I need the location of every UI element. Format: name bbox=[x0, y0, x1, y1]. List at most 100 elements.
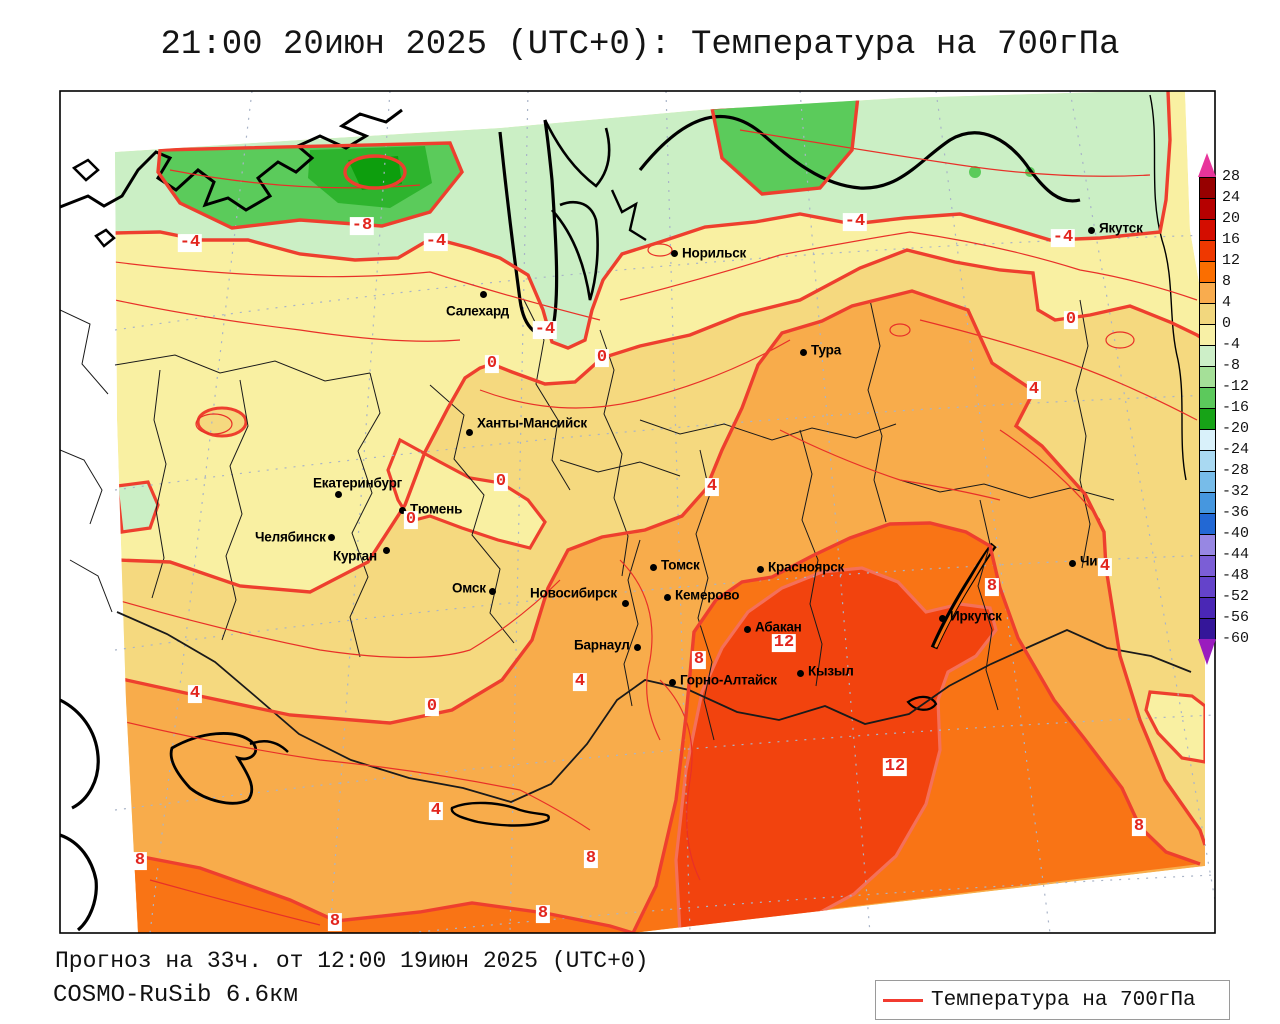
colorbar-tick: -56 bbox=[1222, 609, 1250, 626]
city-label: Барнаул bbox=[574, 637, 630, 653]
colorbar-band bbox=[1199, 597, 1216, 619]
contour-label: -4 bbox=[532, 320, 558, 340]
city-label: Красноярск bbox=[768, 559, 845, 575]
colorbar-tick: 20 bbox=[1222, 210, 1241, 227]
colorbar-tick: -4 bbox=[1222, 336, 1241, 353]
contour-label: 4 bbox=[704, 477, 720, 497]
city-label: Челябинск bbox=[255, 529, 326, 545]
city-label: Тюмень bbox=[410, 501, 463, 517]
city-dot bbox=[938, 614, 946, 622]
colorbar-band bbox=[1199, 618, 1216, 640]
page-title: 21:00 20июн 2025 (UTC+0): Температура на… bbox=[160, 26, 1120, 64]
colorbar-band bbox=[1199, 513, 1216, 535]
city-label: Курган bbox=[333, 548, 377, 564]
city-dot bbox=[756, 565, 764, 573]
colorbar-band bbox=[1199, 345, 1216, 367]
colorbar-tick: -48 bbox=[1222, 567, 1250, 584]
colorbar-band bbox=[1199, 387, 1216, 409]
colorbar-band bbox=[1199, 429, 1216, 451]
colorbar-tick: -44 bbox=[1222, 546, 1250, 563]
city-label: Ханты-Мансийск bbox=[477, 415, 587, 431]
city-dot bbox=[488, 587, 496, 595]
contour-label: -4 bbox=[423, 232, 449, 252]
colorbar-tick: -32 bbox=[1222, 483, 1250, 500]
colorbar-band bbox=[1199, 492, 1216, 514]
colorbar-tick: 28 bbox=[1222, 168, 1241, 185]
contour-label: -8 bbox=[349, 216, 375, 236]
colorbar-arrow-down bbox=[1198, 639, 1216, 665]
contour-label: 8 bbox=[327, 912, 343, 932]
contour-label: 4 bbox=[428, 801, 444, 821]
colorbar-band bbox=[1199, 303, 1216, 325]
city-dot bbox=[670, 249, 678, 257]
city-dot bbox=[633, 643, 641, 651]
city-label: Новосибирск bbox=[530, 585, 617, 601]
contour-label: 0 bbox=[424, 697, 440, 717]
graticule bbox=[114, 91, 1215, 933]
colorbar-tick: -36 bbox=[1222, 504, 1250, 521]
colorbar-band bbox=[1199, 177, 1216, 199]
city-label: Тура bbox=[811, 342, 842, 358]
city-label: Томск bbox=[661, 557, 700, 573]
city-dot bbox=[799, 348, 807, 356]
contour-label: 12 bbox=[882, 757, 908, 777]
contour-label: 0 bbox=[493, 472, 509, 492]
city-label: Кызыл bbox=[808, 663, 854, 679]
colorbar-band bbox=[1199, 198, 1216, 220]
temperature-bands bbox=[115, 91, 1205, 933]
city-label: Горно-Алтайск bbox=[680, 672, 777, 688]
colorbar-tick: 0 bbox=[1222, 315, 1232, 332]
contour-label: 12 bbox=[771, 633, 797, 653]
city-dot bbox=[668, 678, 676, 686]
colorbar-tick: 16 bbox=[1222, 231, 1241, 248]
contour-label: 8 bbox=[583, 849, 599, 869]
city-label: Омск bbox=[452, 580, 486, 596]
legend-box: Температура на 700гПа bbox=[875, 980, 1230, 1020]
colorbar-band bbox=[1199, 366, 1216, 388]
city-label: Абакан bbox=[755, 619, 802, 635]
contour-label: -4 bbox=[842, 212, 868, 232]
city-dot bbox=[382, 546, 390, 554]
colorbar-band bbox=[1199, 324, 1216, 346]
contour-label: 4 bbox=[1026, 380, 1042, 400]
city-dot bbox=[465, 428, 473, 436]
colorbar-band bbox=[1199, 282, 1216, 304]
colorbar-tick: -12 bbox=[1222, 378, 1250, 395]
city-dot bbox=[1068, 559, 1076, 567]
colorbar-tick: -8 bbox=[1222, 357, 1241, 374]
colorbar-band bbox=[1199, 471, 1216, 493]
city-label: Иркутск bbox=[950, 608, 1002, 624]
colorbar-band bbox=[1199, 408, 1216, 430]
colorbar-tick: -20 bbox=[1222, 420, 1250, 437]
city-label: Норильск bbox=[682, 245, 747, 261]
colorbar-tick: -60 bbox=[1222, 630, 1250, 647]
colorbar-band bbox=[1199, 576, 1216, 598]
colorbar-band bbox=[1199, 261, 1216, 283]
colorbar-tick: 4 bbox=[1222, 294, 1232, 311]
contour-label: 0 bbox=[484, 354, 500, 374]
city-label: Екатеринбург bbox=[313, 475, 403, 491]
city-dot bbox=[621, 599, 629, 607]
city-label: Якутск bbox=[1099, 220, 1143, 236]
contour-label: 4 bbox=[187, 684, 203, 704]
legend-line-sample bbox=[883, 998, 923, 1002]
colorbar-band bbox=[1199, 534, 1216, 556]
colorbar-tick: 24 bbox=[1222, 189, 1241, 206]
colorbar-band bbox=[1199, 240, 1216, 262]
colorbar-tick: 12 bbox=[1222, 252, 1241, 269]
contour-label: 0 bbox=[403, 510, 419, 530]
contour-label: 0 bbox=[1063, 310, 1079, 330]
city-dot bbox=[663, 593, 671, 601]
city-dot bbox=[743, 625, 751, 633]
contour-label: 4 bbox=[1097, 557, 1113, 577]
city-dot bbox=[649, 563, 657, 571]
colorbar-tick: -24 bbox=[1222, 441, 1250, 458]
contour-label: 8 bbox=[535, 904, 551, 924]
city-label: Салехард bbox=[446, 303, 510, 319]
contour-label: 0 bbox=[594, 348, 610, 368]
colorbar-tick: -40 bbox=[1222, 525, 1250, 542]
contour-label: -4 bbox=[1050, 228, 1076, 248]
city-dot bbox=[398, 506, 406, 514]
